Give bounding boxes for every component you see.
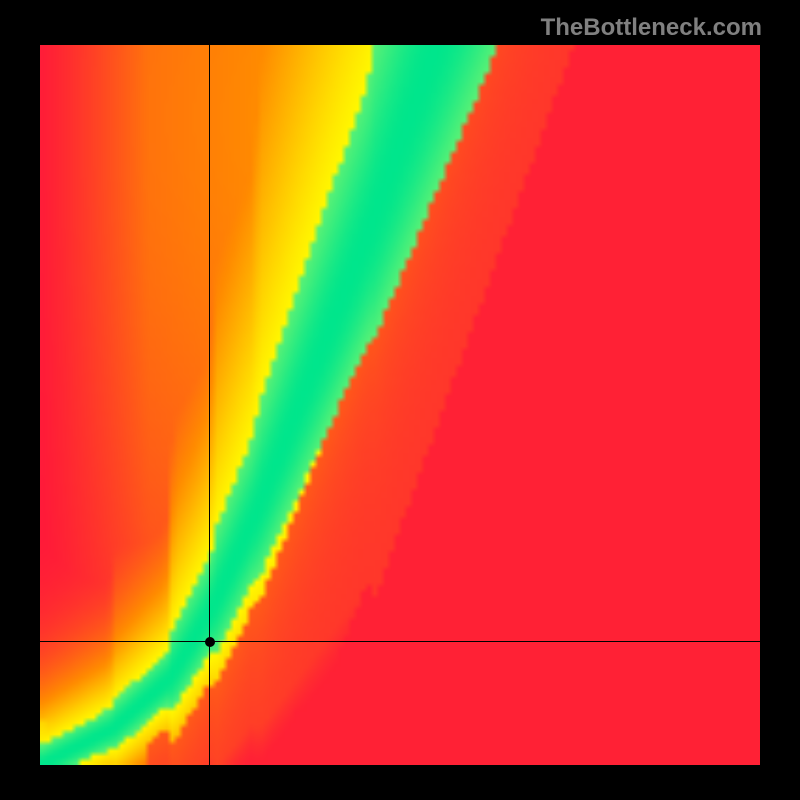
- crosshair-horizontal: [40, 641, 760, 642]
- heatmap-plot: [40, 45, 760, 765]
- attribution-text: TheBottleneck.com: [541, 14, 762, 42]
- heatmap-canvas: [40, 45, 760, 765]
- crosshair-vertical: [209, 45, 210, 765]
- crosshair-marker-dot: [205, 637, 215, 647]
